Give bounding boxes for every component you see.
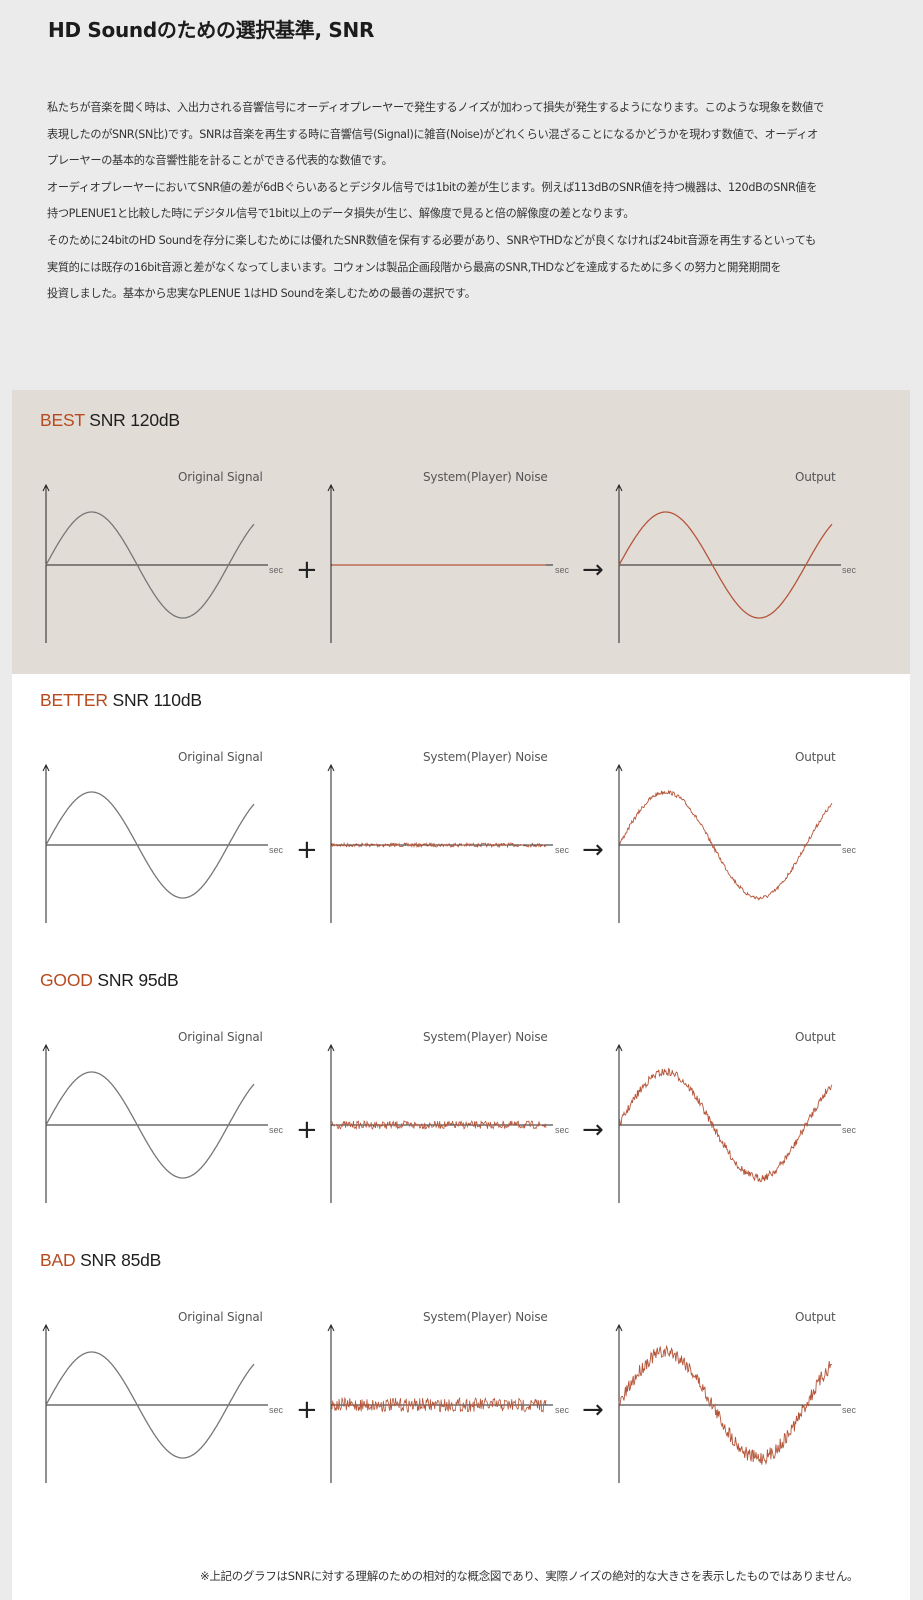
output-wave [618,789,833,901]
plus-icon: + [296,555,318,585]
noise-graph [327,763,553,923]
intro-line: プレーヤーの基本的な音響性能を計ることができる代表的な数値です。 [47,154,393,168]
intro-line: 実質的には既存の16bit音源と差がなくなってしまいます。コウォンは製品企画段階… [47,260,782,274]
output-graph [615,1043,841,1203]
output-graph [615,763,841,923]
output-label: Output [795,1310,836,1324]
intro-text: 私たちが音楽を聞く時は、入出力される音響信号にオーディオプレーヤーで発生するノイ… [47,95,877,308]
noise-label: System(Player) Noise [423,1310,548,1324]
footnote: ※上記のグラフはSNRに対する理解のための相対的な概念図であり、実際ノイズの絶対… [200,1569,859,1583]
axis-lines [42,763,268,923]
intro-line: 表現したのがSNR(SN比)です。SNRは音楽を再生する時に音響信号(Signa… [47,127,819,141]
page-title: HD Soundのための選択基準, SNR [48,18,375,42]
plus-icon: + [296,1395,318,1425]
original-signal-label: Original Signal [178,1030,263,1044]
sec-axis-label: sec [555,1405,570,1415]
noise-wave [331,1120,547,1130]
original-signal-label: Original Signal [178,750,263,764]
noise-wave [331,841,547,849]
sec-axis-label: sec [269,1405,284,1415]
original-signal-graph [42,1043,268,1203]
snr-value: SNR 120dB [89,410,180,430]
intro-line: 投資しました。基本から忠実なPLENUE 1はHD Soundを楽しむための最善… [47,287,476,301]
snr-section: BEST SNR 120dB Original Signal System(Pl… [12,390,910,670]
sine-wave [45,1071,255,1179]
output-label: Output [795,470,836,484]
axis-lines [42,1043,268,1203]
intro-line: そのために24bitのHD Soundを存分に楽しむためには優れたSNR数値を保… [47,233,816,247]
intro-line: 持つPLENUE1と比較した時にデジタル信号で1bit以上のデータ損失が生じ、解… [47,207,635,221]
noise-graph [327,1043,553,1203]
sec-axis-label: sec [555,1125,570,1135]
axis-lines [327,483,553,643]
snr-heading: BEST SNR 120dB [40,410,180,431]
original-signal-label: Original Signal [178,470,263,484]
snr-value: SNR 110dB [112,690,203,710]
output-label: Output [795,750,836,764]
original-signal-graph [42,483,268,643]
plus-icon: + [296,1115,318,1145]
arrow-right-icon: → [582,835,604,865]
output-graph [615,483,841,643]
output-wave [618,511,833,619]
sec-axis-label: sec [842,1125,857,1135]
snr-value: SNR 95dB [97,970,179,990]
sec-axis-label: sec [555,845,570,855]
noise-label: System(Player) Noise [423,750,548,764]
original-signal-graph [42,763,268,923]
original-signal-label: Original Signal [178,1310,263,1324]
sine-wave [45,511,255,619]
grade-label: BETTER [40,690,108,710]
sec-axis-label: sec [842,845,857,855]
output-wave [618,1067,833,1183]
axis-lines [42,1323,268,1483]
axis-lines [615,483,841,643]
sec-axis-label: sec [842,1405,857,1415]
snr-value: SNR 85dB [80,1250,162,1270]
snr-section: BAD SNR 85dB Original Signal System(Play… [12,1230,910,1510]
arrow-right-icon: → [582,1395,604,1425]
snr-heading: BETTER SNR 110dB [40,690,202,711]
intro-line: 私たちが音楽を聞く時は、入出力される音響信号にオーディオプレーヤーで発生するノイ… [47,101,824,114]
axis-lines [327,1043,553,1203]
grade-label: GOOD [40,970,93,990]
grade-label: BAD [40,1250,76,1270]
sec-axis-label: sec [555,565,570,575]
original-signal-graph [42,1323,268,1483]
sine-wave [45,1351,255,1459]
arrow-right-icon: → [582,1115,604,1145]
axis-lines [615,763,841,923]
snr-heading: BAD SNR 85dB [40,1250,161,1271]
axis-lines [42,483,268,643]
sec-axis-label: sec [842,565,857,575]
grade-label: BEST [40,410,85,430]
snr-heading: GOOD SNR 95dB [40,970,179,991]
output-label: Output [795,1030,836,1044]
snr-section: GOOD SNR 95dB Original Signal System(Pla… [12,950,910,1230]
output-graph [615,1323,841,1483]
noise-graph [327,1323,553,1483]
noise-label: System(Player) Noise [423,470,548,484]
best-highlight-band [12,390,910,674]
sec-axis-label: sec [269,845,284,855]
noise-wave [331,1396,547,1413]
output-wave [618,1344,833,1466]
intro-line: オーディオプレーヤーにおいてSNR値の差が6dBぐらいあるとデジタル信号では1b… [47,180,818,194]
sec-axis-label: sec [269,565,284,575]
arrow-right-icon: → [582,555,604,585]
noise-label: System(Player) Noise [423,1030,548,1044]
noise-graph [327,483,553,643]
snr-section: BETTER SNR 110dB Original Signal System(… [12,670,910,950]
axis-lines [615,1043,841,1203]
snr-comparison-panel: BEST SNR 120dB Original Signal System(Pl… [12,390,910,1600]
sine-wave [45,791,255,899]
sec-axis-label: sec [269,1125,284,1135]
plus-icon: + [296,835,318,865]
